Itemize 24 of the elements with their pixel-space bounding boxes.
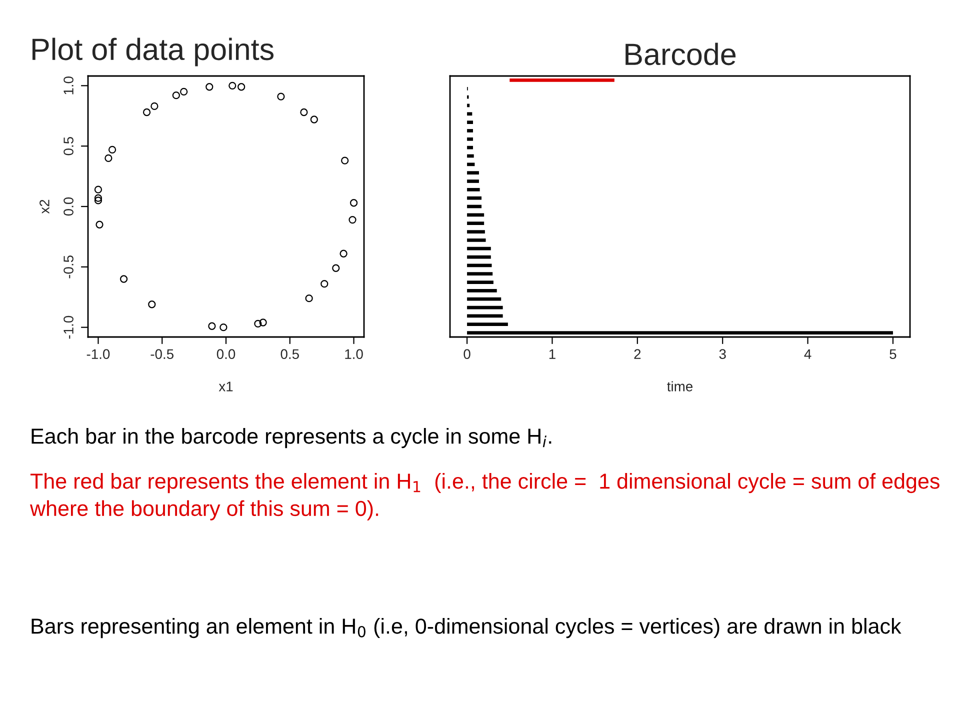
x-axis-title: x1 xyxy=(218,382,233,392)
x-tick-label: 1 xyxy=(549,349,556,359)
text: Each bar in the barcode represents a cycle in some H$_{i}$. xyxy=(32,428,552,448)
x-tick-label: 5 xyxy=(890,349,896,360)
x-tick-label: -1.0 xyxy=(86,349,110,360)
y-tick-label: -0.5 xyxy=(64,256,74,278)
y-axis-title: x2 xyxy=(40,200,50,214)
chart-title: Plot of data points xyxy=(32,38,274,66)
x-tick-label: 1.0 xyxy=(345,349,363,360)
x-tick-label: 2 xyxy=(634,349,641,359)
x-tick-label: 3 xyxy=(719,349,726,360)
chart-title: Barcode xyxy=(626,42,736,66)
y-tick-label: 0.5 xyxy=(64,137,74,156)
y-tick-label: 0.0 xyxy=(64,197,74,216)
x-tick-label: 0 xyxy=(464,349,470,360)
x-tick-label: 0.5 xyxy=(280,349,299,360)
x-tick-label: 0.0 xyxy=(216,349,236,360)
x-tick-label: -0.5 xyxy=(150,349,174,360)
y-tick-label: 1.0 xyxy=(64,76,74,94)
y-tick-label: -1.0 xyxy=(64,316,74,339)
x-axis-title: time xyxy=(667,381,693,392)
x-tick-label: 4 xyxy=(804,349,812,359)
text: The red bar represents the element in H$_{1}$ (i.e., the circle = 1 dimensional cycle = sum of edges where the boundary of this sum = 0). xyxy=(30,473,940,520)
text: Bars representing an element in H$_{0}$ (i.e, 0-dimensional cycles = vertices) are drawn in black xyxy=(32,618,902,638)
